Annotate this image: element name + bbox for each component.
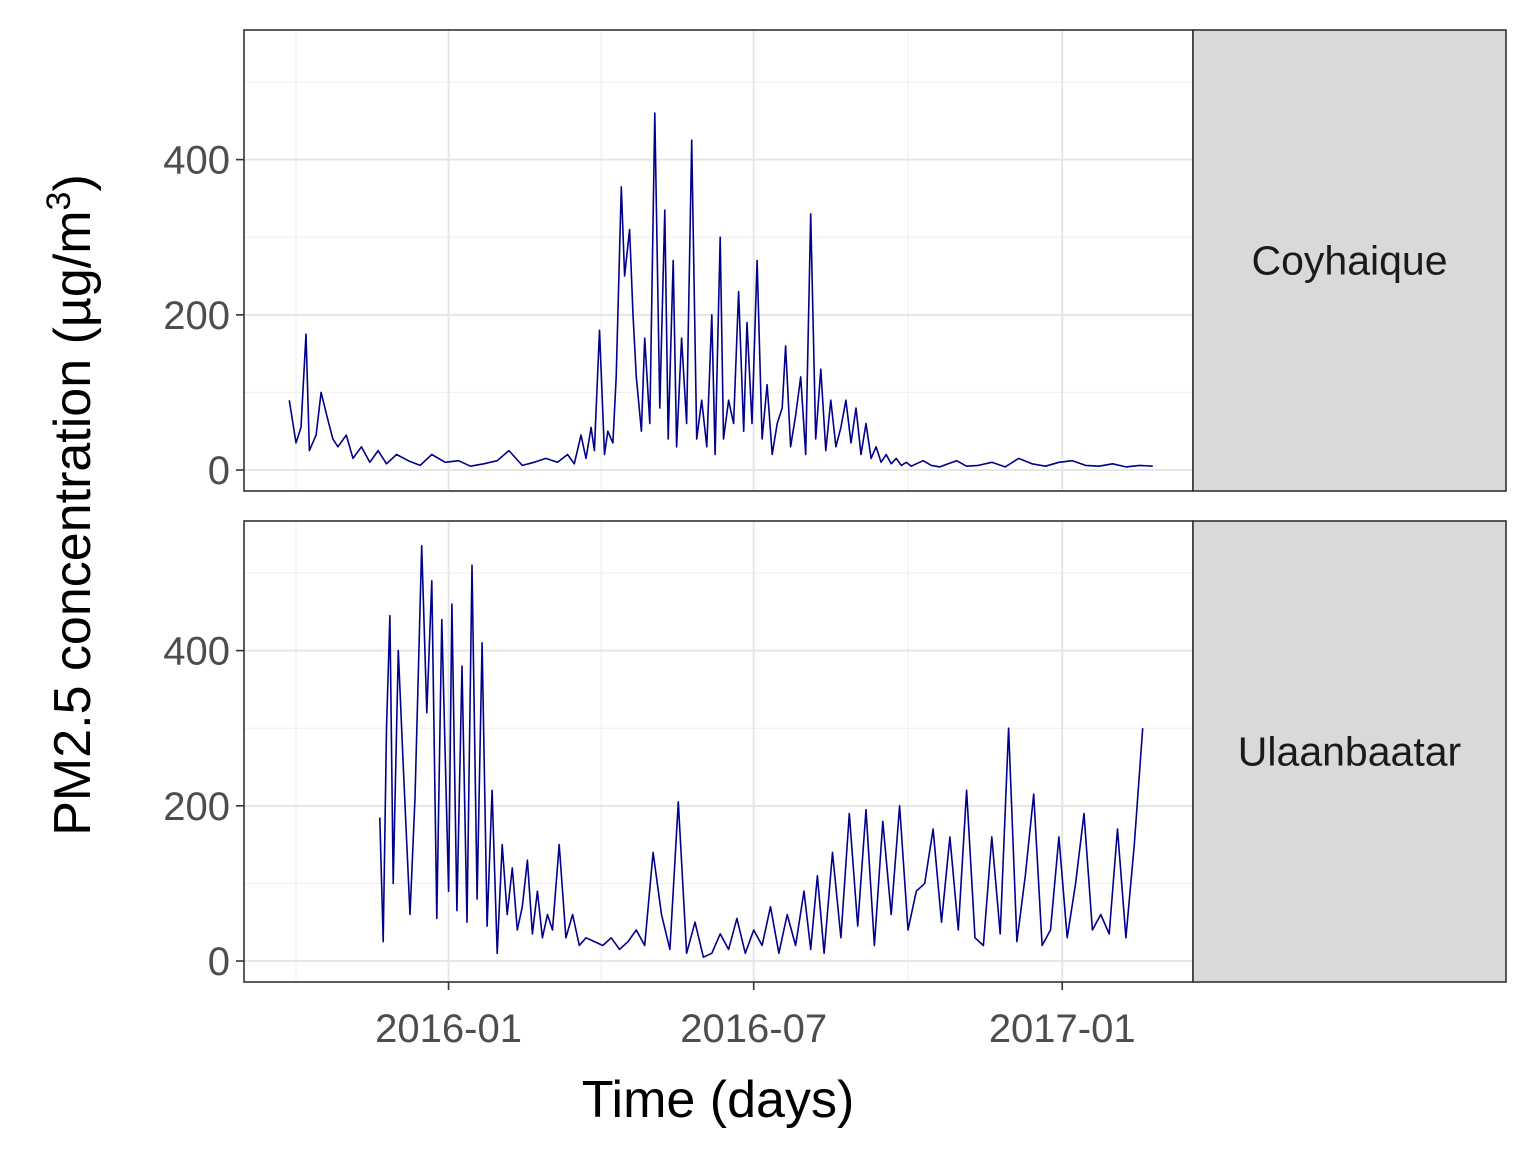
y-axis-ticks: 0 200 400 0 200 400 xyxy=(163,139,244,984)
panel-background xyxy=(244,30,1193,491)
series-line-ulaanbaatar xyxy=(379,544,1144,959)
strip-label: Coyhaique xyxy=(1251,238,1447,284)
series-line-coyhaique xyxy=(288,112,1153,468)
y-axis-title-superscript: 3 xyxy=(40,192,78,211)
strip-background xyxy=(1192,520,1507,983)
x-tick-label: 2016-07 xyxy=(680,1007,827,1051)
x-axis-title: Time (days) xyxy=(582,1071,855,1129)
y-tick-label: 0 xyxy=(208,449,230,493)
strip-ulaanbaatar: Ulaanbaatar xyxy=(1192,520,1507,983)
panel-ulaanbaatar xyxy=(243,520,1194,983)
y-axis-title-close: ) xyxy=(44,174,102,191)
x-tick-label: 2017-01 xyxy=(989,1007,1136,1051)
strip-label: Ulaanbaatar xyxy=(1238,729,1461,775)
plot-panels xyxy=(243,29,1194,983)
y-tick-label: 400 xyxy=(163,630,230,674)
y-tick-label: 200 xyxy=(163,294,230,338)
x-axis-ticks: 2016-01 2016-07 2017-01 xyxy=(375,982,1136,1051)
facet-strips: Coyhaique Ulaanbaatar xyxy=(1192,29,1507,983)
y-tick-label: 0 xyxy=(208,940,230,984)
x-tick-label: 2016-01 xyxy=(375,1007,522,1051)
strip-coyhaique: Coyhaique xyxy=(1192,29,1507,492)
strip-background xyxy=(1192,29,1507,492)
panel-coyhaique xyxy=(243,29,1194,492)
y-axis-title-main: PM2.5 concentration (µg/m xyxy=(44,210,102,835)
y-axis-title: PM2.5 concentration (µg/m3) xyxy=(40,174,102,836)
y-tick-label: 200 xyxy=(163,785,230,829)
y-tick-label: 400 xyxy=(163,139,230,183)
